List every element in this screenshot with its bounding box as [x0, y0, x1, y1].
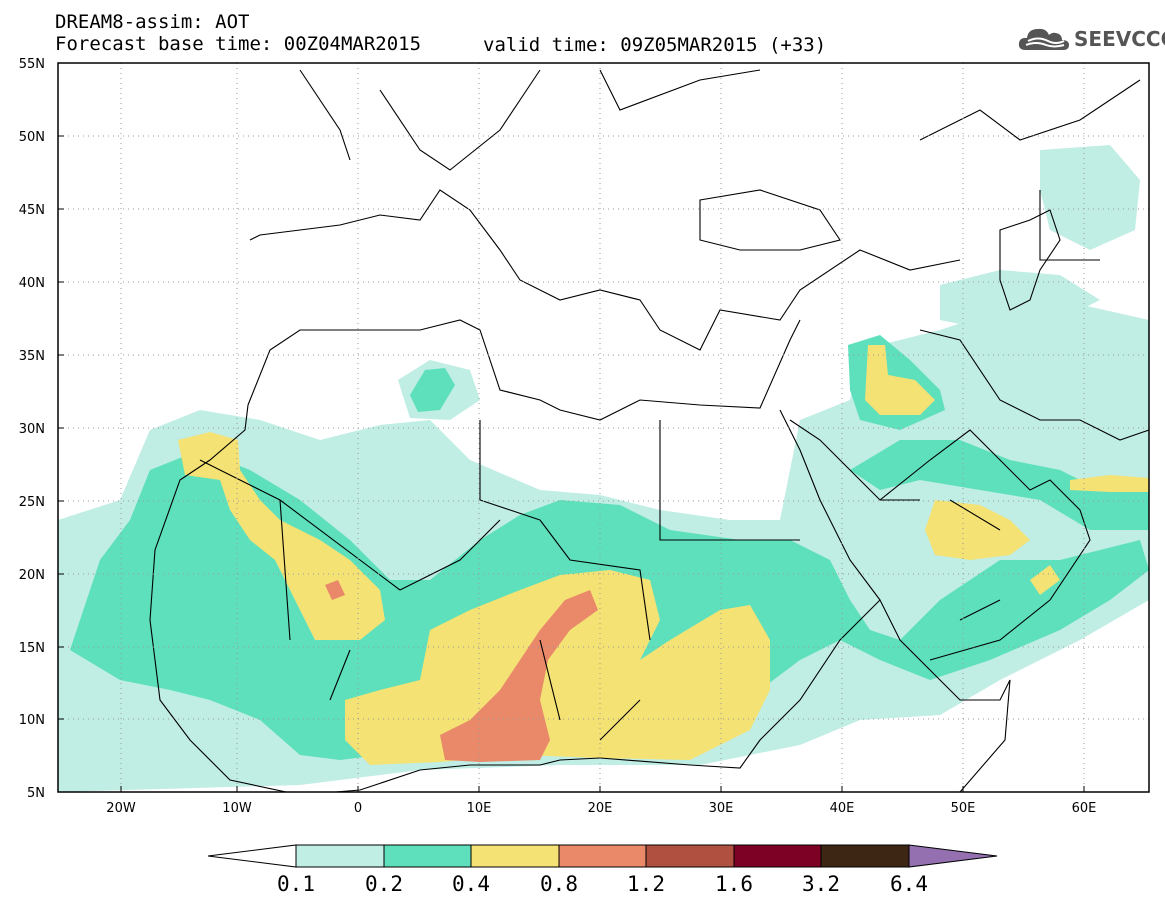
aot-field-light-caspian [940, 270, 1100, 330]
seevccc-logo: SEEVCCC [1018, 22, 1165, 56]
aot-field-green-gulf [850, 440, 1149, 530]
black-sea [699, 189, 841, 251]
tick-marks [58, 62, 1085, 793]
aot-field-yellow-iraq [865, 345, 935, 415]
aot-field-green-tunisia [410, 368, 455, 412]
border-lines [199, 190, 1100, 741]
africa-north-coast [247, 319, 801, 421]
lon-labels: 20W 10W 0 10E 20E 30E 40E 50E 60E [106, 801, 1096, 816]
aot-field-yellow-oman [1030, 565, 1060, 595]
gridlines [58, 63, 1149, 792]
lon-label: 30E [709, 801, 734, 816]
lat-label: 20N [19, 568, 45, 583]
colorbar-low-arrow [207, 844, 297, 868]
colorbar-bin [295, 844, 385, 868]
colorbar-label: 6.4 [890, 872, 928, 896]
lon-label: 20W [106, 801, 136, 816]
colorbar-bin [645, 844, 735, 868]
colorbar-label: 0.8 [540, 872, 578, 896]
lat-label: 45N [19, 203, 45, 218]
red-sea [779, 409, 920, 601]
lat-label: 5N [27, 786, 45, 801]
lat-labels: 55N 50N 45N 40N 35N 30N 25N 20N 15N 10N … [19, 57, 45, 801]
lat-label: 10N [19, 713, 45, 728]
colorbar-label: 1.2 [627, 872, 665, 896]
lon-label: 10E [467, 801, 492, 816]
valid-time: valid time: 09Z05MAR2015 (+33) [483, 34, 827, 56]
lon-label: 0 [354, 801, 362, 816]
caspian-sea [999, 209, 1061, 311]
aot-field-yellow [345, 570, 770, 765]
colorbar-label: 0.2 [365, 872, 403, 896]
aot-field-orange-mali [325, 580, 345, 600]
aot-field-yellow-arabia [925, 500, 1030, 560]
lat-label: 30N [19, 422, 45, 437]
lon-label: 50E [951, 801, 976, 816]
colorbar-bin [558, 844, 647, 868]
lat-label: 50N [19, 130, 45, 145]
lat-label: 15N [19, 641, 45, 656]
arabia-coast [879, 429, 1091, 661]
lon-label: 60E [1072, 801, 1097, 816]
cloud-icon [1018, 28, 1069, 50]
lat-label: 25N [19, 495, 45, 510]
colorbar-bin [733, 844, 822, 868]
africa-coast [149, 404, 1011, 792]
europe-coast [249, 189, 961, 351]
colorbar-label: 0.1 [277, 872, 315, 896]
colorbar-bin [470, 844, 560, 868]
aot-fields [58, 145, 1149, 792]
logo-text: SEEVCCC [1074, 27, 1165, 51]
forecast-base-time: Forecast base time: 00Z04MAR2015 [55, 33, 422, 55]
lat-label: 40N [19, 276, 45, 291]
lat-label: 55N [19, 57, 45, 72]
lon-label: 40E [830, 801, 855, 816]
coastlines [149, 69, 1149, 792]
colorbar-bin [820, 844, 910, 868]
lon-label: 10W [222, 801, 252, 816]
lat-label: 35N [19, 349, 45, 364]
north-europe [299, 69, 1141, 171]
colorbar-high-arrow [908, 844, 998, 868]
colorbar-label: 3.2 [802, 872, 840, 896]
colorbar-label: 0.4 [452, 872, 490, 896]
chart-title: DREAM8-assim: AOT [55, 11, 250, 33]
aot-field-light-north [1040, 145, 1140, 250]
colorbar-label: 1.6 [715, 872, 753, 896]
colorbar-bin [383, 844, 472, 868]
colorbar [207, 844, 998, 868]
aot-field-yellow-iran [1070, 475, 1149, 492]
lon-label: 20E [588, 801, 613, 816]
persian-coast [919, 329, 1149, 441]
